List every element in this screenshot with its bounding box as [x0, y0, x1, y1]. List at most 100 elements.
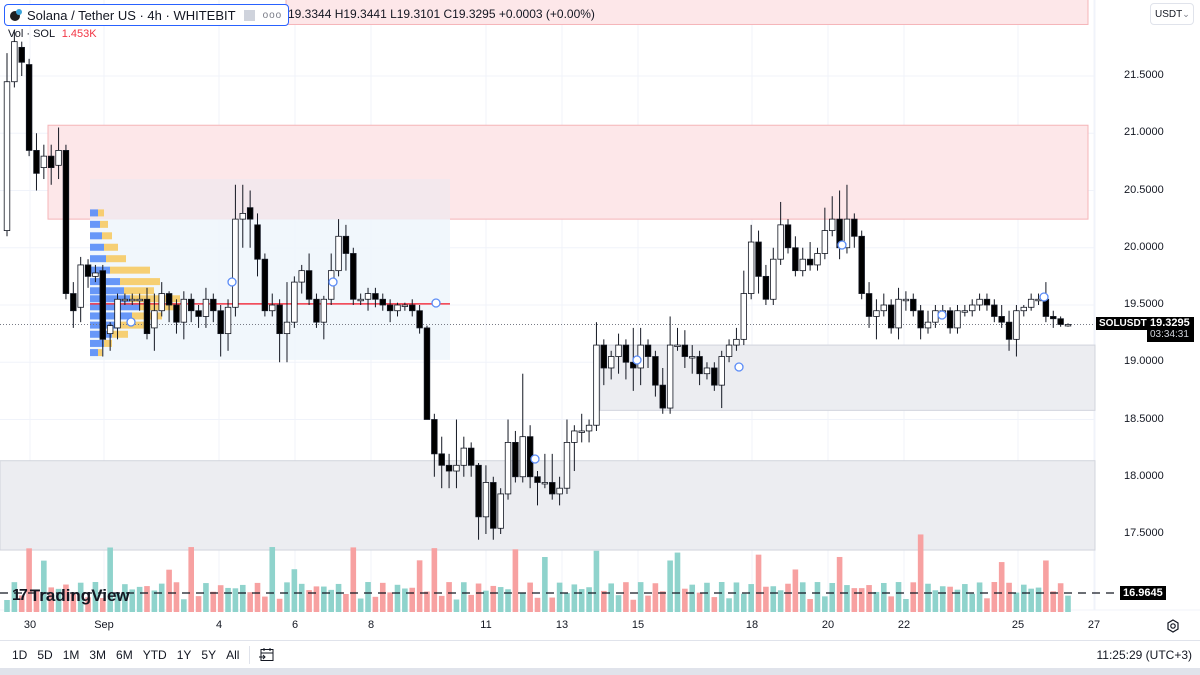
- volume-bar: [984, 598, 990, 612]
- volume-bar: [1043, 560, 1049, 612]
- volume-profile-bar: [90, 209, 98, 217]
- symbol-legend[interactable]: Solana / Tether US · 4h · WHITEBIT ooo: [4, 4, 290, 26]
- volume-bar: [645, 595, 651, 612]
- candle-down: [372, 293, 379, 300]
- candle-down: [379, 298, 386, 306]
- candle-up: [232, 218, 239, 308]
- candle-up: [1064, 324, 1072, 327]
- range-5y[interactable]: 5Y: [201, 647, 217, 662]
- volume-bar: [41, 560, 47, 612]
- volume-bar: [372, 596, 379, 612]
- candle-up: [129, 298, 136, 302]
- solana-logo-icon: [9, 8, 23, 22]
- volume-profile-bar: [90, 266, 110, 274]
- volume-bar: [262, 596, 268, 612]
- candle-down: [490, 482, 497, 529]
- flag-icon[interactable]: [243, 9, 255, 21]
- volume-bar: [601, 590, 607, 612]
- range-ytd[interactable]: YTD: [142, 647, 167, 662]
- volume-bar: [284, 582, 290, 612]
- volume-bar: [1006, 582, 1012, 612]
- candle-up: [364, 293, 372, 300]
- range-1m[interactable]: 1M: [62, 647, 80, 662]
- volume-bar: [954, 589, 961, 612]
- candle-up: [718, 356, 725, 386]
- volume-bar: [343, 594, 349, 612]
- candle-up: [969, 304, 976, 312]
- volume-bar: [114, 593, 121, 612]
- volume-bar: [556, 582, 563, 612]
- volume-bar: [151, 590, 158, 612]
- volume-bar: [608, 583, 614, 612]
- volume-bar: [144, 586, 150, 612]
- candle-down: [910, 298, 917, 312]
- alert-marker-icon: [632, 355, 642, 365]
- more-options-icon[interactable]: ooo: [262, 9, 283, 21]
- candle-down: [431, 419, 438, 455]
- volume-bar: [792, 569, 799, 612]
- volume-bar: [549, 597, 556, 612]
- volume-bar: [4, 600, 10, 612]
- volume-profile-bar: [90, 349, 98, 357]
- volume-profile-bar: [102, 232, 112, 240]
- range-1y[interactable]: 1Y: [176, 647, 192, 662]
- candle-down: [659, 384, 666, 409]
- candle-down: [851, 218, 858, 237]
- alert-marker-icon: [937, 310, 947, 320]
- candle-up: [814, 253, 821, 266]
- candle-down: [696, 356, 703, 375]
- candle-up: [593, 344, 600, 426]
- volume-legend[interactable]: Vol · SOL 1.453K: [8, 28, 97, 40]
- volume-profile-bar: [106, 255, 126, 263]
- alert-marker-icon: [734, 362, 744, 372]
- alert-marker-icon: [431, 298, 441, 308]
- volume-bar: [394, 584, 401, 612]
- alert-marker-icon: [328, 277, 338, 287]
- go-to-date-calendar-icon[interactable]: [258, 646, 276, 664]
- candle-down: [416, 310, 423, 329]
- candle-down: [342, 235, 350, 254]
- range-3m[interactable]: 3M: [89, 647, 107, 662]
- range-5d[interactable]: 5D: [37, 647, 53, 662]
- volume-bar: [158, 583, 165, 612]
- volume-bar: [475, 583, 482, 612]
- settings-gear-icon[interactable]: [1166, 619, 1180, 633]
- time-tick-label: 25: [1011, 619, 1025, 631]
- candle-down: [62, 150, 70, 294]
- volume-bar: [181, 599, 187, 612]
- candle-up: [556, 487, 563, 495]
- candle-down: [784, 224, 792, 249]
- volume-bar: [461, 582, 467, 612]
- candle-up: [821, 230, 829, 254]
- range-1d[interactable]: 1D: [12, 647, 28, 662]
- volume-bar: [718, 582, 725, 612]
- candle-up: [298, 270, 305, 283]
- candle-up: [106, 325, 114, 335]
- volume-bar: [564, 593, 570, 612]
- range-all[interactable]: All: [226, 647, 240, 662]
- tradingview-logo[interactable]: 17 TradingView: [12, 586, 130, 606]
- timezone-clock[interactable]: 11:25:29 (UTC+3): [1096, 647, 1193, 662]
- volume-profile-bar: [98, 209, 104, 217]
- volume-bar: [519, 593, 526, 612]
- candle-up: [335, 235, 342, 272]
- candle-up: [703, 367, 711, 375]
- price-tick-label: 19.0000: [1124, 355, 1164, 368]
- volume-bar: [659, 591, 666, 612]
- currency-selector[interactable]: USDT ⌄: [1150, 3, 1194, 25]
- volume-bar: [1028, 588, 1034, 612]
- volume-bar: [932, 590, 939, 612]
- ohlc-values: 19.3344 H19.3441 L19.3101 C19.3295 +0.00…: [288, 7, 595, 21]
- candle-down: [622, 344, 630, 363]
- volume-bar: [836, 556, 843, 612]
- volume-profile-bar: [90, 287, 124, 295]
- volume-bar: [512, 549, 519, 612]
- candle-up: [55, 150, 62, 166]
- candle-down: [762, 275, 770, 300]
- candle-up: [77, 264, 84, 308]
- range-6m[interactable]: 6M: [116, 647, 133, 662]
- volume-bar: [962, 584, 968, 612]
- volume-bar: [92, 582, 99, 612]
- candle-up: [740, 293, 748, 340]
- price-chart-canvas[interactable]: [0, 0, 1200, 640]
